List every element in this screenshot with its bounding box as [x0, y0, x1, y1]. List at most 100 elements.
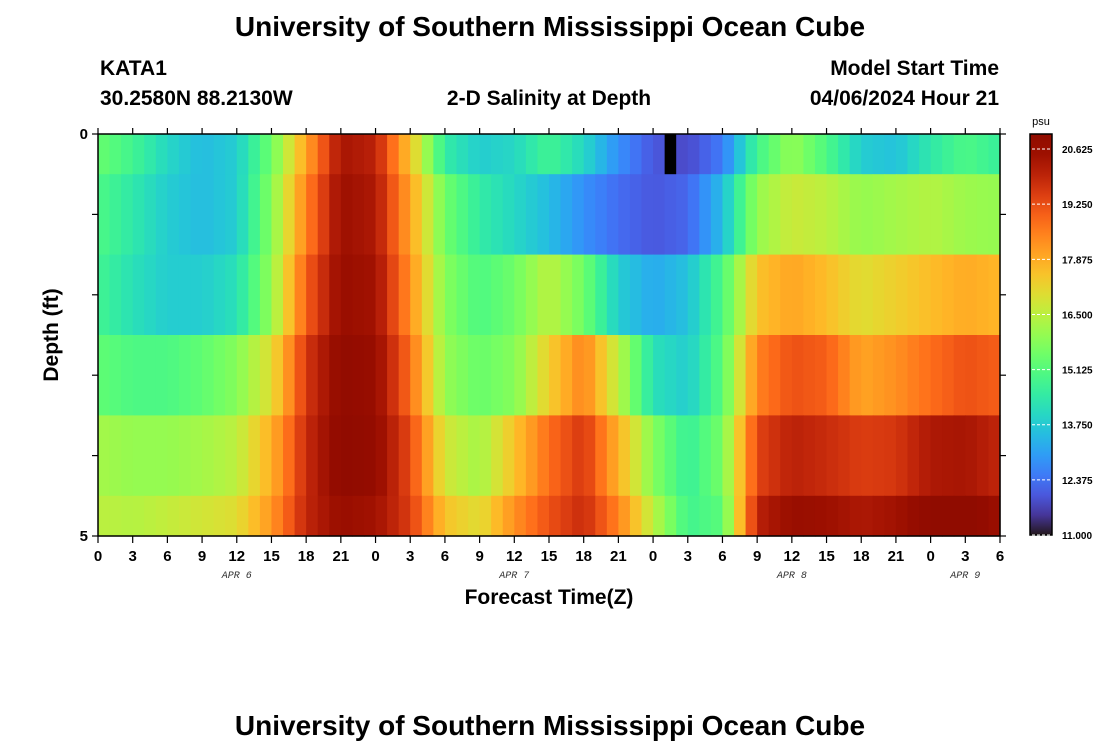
heatmap-cell [202, 254, 215, 336]
heatmap-cell [375, 415, 388, 497]
heatmap-cell [768, 495, 781, 537]
heatmap-cell [167, 134, 180, 175]
heatmap-cell [167, 174, 180, 256]
x-tick-label: 18 [298, 548, 315, 565]
heatmap-cell [167, 335, 180, 416]
heatmap-cell [780, 335, 793, 416]
heatmap-cell [456, 134, 469, 175]
colorbar-bar [1029, 133, 1053, 536]
heatmap-cell [687, 495, 700, 537]
heatmap-cell [595, 415, 608, 497]
heatmap-cell [618, 254, 631, 336]
x-axis: 0 3 6 9 12 15 18 21 0 3 6 9 12 15 18 21 0 3 6 9 12 15 18 21 0 3 6 A… [94, 128, 1004, 582]
heatmap-cell [306, 415, 319, 497]
heatmap-cell [271, 415, 284, 497]
heatmap-cell [109, 254, 122, 336]
heatmap-cell [306, 134, 319, 175]
heatmap-cell [953, 254, 966, 336]
heatmap-cell [491, 174, 504, 256]
heatmap-cell [768, 415, 781, 497]
heatmap-cell [109, 134, 122, 175]
heatmap-cell [849, 174, 862, 256]
heatmap-cell [803, 415, 816, 497]
heatmap-cell [387, 495, 400, 537]
heatmap-cell [803, 254, 816, 336]
heatmap-cell [629, 134, 643, 175]
heatmap-cell [259, 495, 273, 537]
heatmap-cell [965, 335, 978, 416]
missing-data [664, 134, 677, 175]
heatmap-cell [549, 134, 562, 175]
y-axis-label: Depth (ft) [40, 288, 63, 381]
heatmap-cell [583, 335, 596, 416]
heatmap-cell [572, 174, 585, 256]
heatmap-cell [202, 335, 215, 416]
heatmap-cell [271, 174, 284, 256]
heatmap-cell [641, 335, 654, 416]
heatmap-cell [479, 415, 492, 497]
heatmap-cell [433, 495, 446, 537]
heatmap-cell [745, 134, 758, 175]
x-tick-label: 6 [996, 548, 1004, 565]
heatmap-cell [132, 415, 145, 497]
heatmap-cell [178, 134, 192, 175]
heatmap-cell [895, 415, 909, 497]
heatmap-cell [340, 174, 354, 256]
heatmap-cell [433, 134, 446, 175]
heatmap-cell [132, 495, 145, 537]
heatmap-cell [710, 174, 724, 256]
heatmap-cell [965, 174, 978, 256]
heatmap-cell [514, 415, 527, 497]
heatmap-cell [340, 415, 354, 497]
heatmap-cell [895, 335, 909, 416]
heatmap-cell [942, 415, 955, 497]
heatmap-cell [653, 415, 666, 497]
heatmap-cell [710, 134, 724, 175]
heatmap-cell [456, 335, 469, 416]
heatmap-cell [687, 254, 700, 336]
heatmap-cell [745, 174, 758, 256]
x-tick-label: 15 [818, 548, 835, 565]
heatmap-cell [907, 495, 920, 537]
heatmap-cell [664, 254, 677, 336]
heatmap-cell [780, 415, 793, 497]
heatmap-cell [398, 415, 411, 497]
heatmap-cell [676, 415, 689, 497]
heatmap-cell [444, 335, 458, 416]
heatmap-cell [283, 495, 296, 537]
heatmap-cell [502, 134, 515, 175]
heatmap-cell [722, 495, 735, 537]
heatmap-cell [363, 174, 377, 256]
heatmap-cell [560, 134, 573, 175]
heatmap-cell [884, 335, 897, 416]
heatmap-cell [317, 134, 330, 175]
heatmap-cell [953, 335, 966, 416]
heatmap-cell [178, 174, 192, 256]
heatmap-cell [306, 495, 319, 537]
heatmap-cell [988, 495, 1001, 537]
heatmap-cell [757, 495, 770, 537]
heatmap-cell [722, 415, 735, 497]
heatmap-cell [606, 335, 619, 416]
heatmap-cell [988, 335, 1001, 416]
heatmap-cell [572, 134, 585, 175]
x-tick-label: 6 [441, 548, 449, 565]
heatmap-cell [375, 254, 388, 336]
page-title: University of Southern Mississippi Ocean… [235, 11, 865, 42]
heatmap-cell [572, 495, 585, 537]
heatmap-cell [190, 254, 203, 336]
heatmap-cell [861, 495, 874, 537]
heatmap-cell [606, 134, 619, 175]
heatmap-cell [352, 495, 365, 537]
heatmap-cell [294, 134, 307, 175]
heatmap-cell [710, 254, 724, 336]
chart-subtitle: 2-D Salinity at Depth [447, 87, 651, 110]
heatmap-cell [398, 495, 411, 537]
heatmap-cell [884, 254, 897, 336]
colorbar-tick-label: 11.000 [1062, 531, 1092, 542]
heatmap-cell [803, 335, 816, 416]
x-tick-label: 0 [371, 548, 379, 565]
heatmap-cell [387, 134, 400, 175]
heatmap-cell [907, 134, 920, 175]
heatmap-cell [144, 415, 157, 497]
